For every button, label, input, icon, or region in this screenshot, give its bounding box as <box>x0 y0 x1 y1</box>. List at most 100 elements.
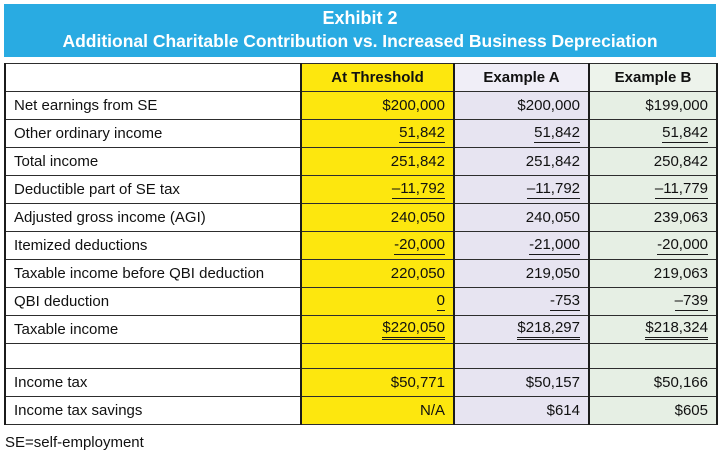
table-row-qbi-deduction: QBI deduction 0 -753 –739 <box>4 287 718 316</box>
table-row-income-tax: Income tax $50,771 $50,157 $50,166 <box>4 368 718 397</box>
cell-value: $218,297 <box>517 319 580 340</box>
row-label: Taxable income <box>4 315 302 344</box>
row-label: Itemized deductions <box>4 231 302 260</box>
cell-value: -20,000 <box>394 236 445 255</box>
cell-value: 251,842 <box>390 153 445 170</box>
cell-value: -20,000 <box>657 236 708 255</box>
row-label-empty <box>4 343 302 369</box>
table-row-deductible-se-tax: Deductible part of SE tax –11,792 –11,79… <box>4 175 718 204</box>
cell-value: –739 <box>674 292 708 311</box>
table-row-itemized-deductions: Itemized deductions -20,000 -21,000 -20,… <box>4 231 718 260</box>
cell-example-b: 219,063 <box>588 259 718 288</box>
row-label: Adjusted gross income (AGI) <box>4 203 302 232</box>
cell-value: $605 <box>674 402 708 419</box>
cell-example-b: $50,166 <box>588 368 718 397</box>
exhibit-page: Exhibit 2 Additional Charitable Contribu… <box>0 4 720 459</box>
table-row-other-ordinary-income: Other ordinary income 51,842 51,842 51,8… <box>4 119 718 148</box>
cell-example-a: 51,842 <box>453 119 590 148</box>
cell-value: -753 <box>549 292 580 311</box>
exhibit-banner: Exhibit 2 Additional Charitable Contribu… <box>4 4 716 57</box>
cell-value: 51,842 <box>662 124 708 143</box>
footnote: SE=self-employment <box>5 434 144 451</box>
cell-example-a: –11,792 <box>453 175 590 204</box>
cell-value: -21,000 <box>529 236 580 255</box>
cell-at-threshold: –11,792 <box>300 175 455 204</box>
cell-value: 251,842 <box>525 153 580 170</box>
cell-example-a: -753 <box>453 287 590 316</box>
cell-value: $220,050 <box>382 319 445 340</box>
cell-value: –11,792 <box>526 180 580 199</box>
row-label: QBI deduction <box>4 287 302 316</box>
cell-value: $218,324 <box>645 319 708 340</box>
cell-example-a: $614 <box>453 396 590 425</box>
exhibit-title: Additional Charitable Contribution vs. I… <box>62 31 658 51</box>
cell-at-threshold: 220,050 <box>300 259 455 288</box>
table-row-agi: Adjusted gross income (AGI) 240,050 240,… <box>4 203 718 232</box>
cell-at-threshold: -20,000 <box>300 231 455 260</box>
header-row: At Threshold Example A Example B <box>4 63 718 92</box>
exhibit-table: At Threshold Example A Example B Net ear… <box>4 63 718 425</box>
cell-value: $200,000 <box>382 97 445 114</box>
cell-value: $50,157 <box>525 374 580 391</box>
row-label: Taxable income before QBI deduction <box>4 259 302 288</box>
table-row-total-income: Total income 251,842 251,842 250,842 <box>4 147 718 176</box>
cell-example-b: $218,324 <box>588 315 718 344</box>
cell-at-threshold-empty <box>300 343 455 369</box>
exhibit-number: Exhibit 2 <box>322 8 398 28</box>
cell-value: N/A <box>419 402 445 419</box>
cell-at-threshold: $200,000 <box>300 91 455 120</box>
cell-value: 220,050 <box>390 265 445 282</box>
cell-at-threshold: 251,842 <box>300 147 455 176</box>
cell-example-b: 51,842 <box>588 119 718 148</box>
cell-value: 219,050 <box>525 265 580 282</box>
cell-value: 51,842 <box>534 124 580 143</box>
header-example-b: Example B <box>588 63 718 92</box>
cell-example-b: $605 <box>588 396 718 425</box>
cell-at-threshold: 51,842 <box>300 119 455 148</box>
cell-example-a: $50,157 <box>453 368 590 397</box>
cell-value: –11,779 <box>654 180 708 199</box>
cell-value: 219,063 <box>653 265 708 282</box>
cell-example-a: $200,000 <box>453 91 590 120</box>
cell-example-a: 219,050 <box>453 259 590 288</box>
cell-value: 250,842 <box>653 153 708 170</box>
cell-at-threshold: N/A <box>300 396 455 425</box>
cell-value: $199,000 <box>645 97 708 114</box>
header-blank <box>4 63 302 92</box>
cell-at-threshold: 0 <box>300 287 455 316</box>
cell-at-threshold: $50,771 <box>300 368 455 397</box>
cell-value: $50,771 <box>390 374 445 391</box>
cell-at-threshold: 240,050 <box>300 203 455 232</box>
cell-example-b-empty <box>588 343 718 369</box>
cell-example-b: $199,000 <box>588 91 718 120</box>
table-row-spacer <box>4 343 718 369</box>
row-label: Other ordinary income <box>4 119 302 148</box>
cell-example-a: 240,050 <box>453 203 590 232</box>
cell-value: –11,792 <box>391 180 445 199</box>
cell-example-a: -21,000 <box>453 231 590 260</box>
cell-value: 240,050 <box>525 209 580 226</box>
table-row-income-tax-savings: Income tax savings N/A $614 $605 <box>4 396 718 425</box>
cell-example-b: –11,779 <box>588 175 718 204</box>
row-label: Income tax <box>4 368 302 397</box>
row-label: Total income <box>4 147 302 176</box>
cell-example-a: 251,842 <box>453 147 590 176</box>
header-example-a: Example A <box>453 63 590 92</box>
cell-value: 239,063 <box>653 209 708 226</box>
row-label: Income tax savings <box>4 396 302 425</box>
header-at-threshold: At Threshold <box>300 63 455 92</box>
cell-example-b: -20,000 <box>588 231 718 260</box>
cell-example-b: 250,842 <box>588 147 718 176</box>
cell-value: 51,842 <box>399 124 445 143</box>
table-row-taxable-income-before-qbi: Taxable income before QBI deduction 220,… <box>4 259 718 288</box>
cell-value: $614 <box>546 402 580 419</box>
cell-at-threshold: $220,050 <box>300 315 455 344</box>
row-label: Deductible part of SE tax <box>4 175 302 204</box>
cell-value: $50,166 <box>653 374 708 391</box>
cell-value: 0 <box>436 292 445 311</box>
cell-value: $200,000 <box>517 97 580 114</box>
cell-example-a: $218,297 <box>453 315 590 344</box>
cell-example-a-empty <box>453 343 590 369</box>
table-row-taxable-income: Taxable income $220,050 $218,297 $218,32… <box>4 315 718 344</box>
table-row-net-earnings: Net earnings from SE $200,000 $200,000 $… <box>4 91 718 120</box>
